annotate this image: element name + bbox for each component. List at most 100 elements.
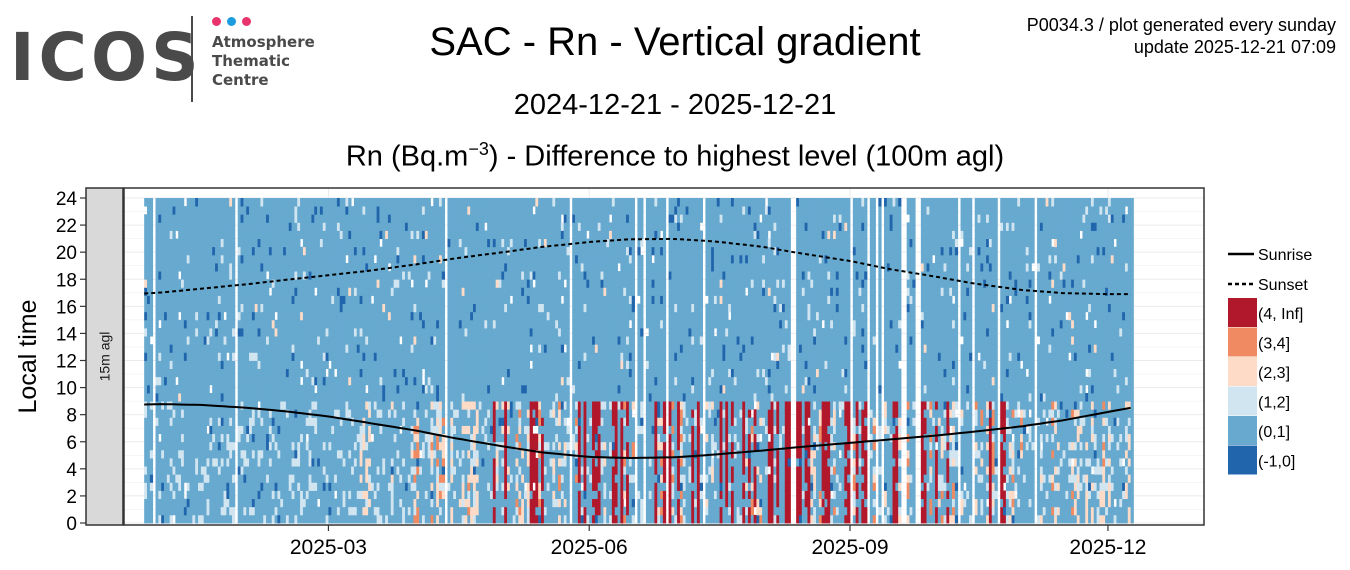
heatmap-cell <box>220 506 224 516</box>
heatmap-cell <box>257 368 261 378</box>
heatmap-cell <box>379 271 383 280</box>
heatmap-cell <box>402 214 406 223</box>
heatmap-cell <box>178 425 182 435</box>
heatmap-cell <box>317 425 321 435</box>
heatmap-cell <box>283 466 287 475</box>
heatmap-cell <box>433 368 437 378</box>
heatmap-cell <box>348 393 352 402</box>
heatmap-cell <box>206 230 210 240</box>
heatmap-cell <box>263 425 267 435</box>
heatmap-cell <box>217 246 222 256</box>
heatmap-cell <box>243 384 247 394</box>
heatmap-cell <box>331 303 335 313</box>
heatmap-cell <box>467 466 471 475</box>
heatmap-cell <box>178 328 182 337</box>
heatmap-cell <box>376 425 380 435</box>
heatmap-cell <box>328 206 332 215</box>
heatmap-cell <box>147 263 151 272</box>
heatmap-cell <box>492 458 497 467</box>
heatmap-cell <box>470 319 474 329</box>
heatmap-cell <box>387 352 392 361</box>
heatmap-cell <box>209 352 213 361</box>
heatmap-cell <box>200 474 205 483</box>
heatmap-cell <box>164 506 168 516</box>
heatmap-cell <box>453 393 457 402</box>
heatmap-cell <box>178 360 182 370</box>
heatmap-cell <box>254 246 258 256</box>
heatmap-cell <box>311 433 315 443</box>
heatmap-cell <box>266 368 270 378</box>
heatmap-cell <box>353 514 358 524</box>
heatmap-cell <box>229 401 233 410</box>
heatmap-cell <box>164 384 168 394</box>
heatmap-cell <box>266 328 270 337</box>
heatmap-cell <box>251 506 256 516</box>
heatmap-cell <box>436 311 440 321</box>
heatmap-cell <box>169 409 173 418</box>
heatmap-cell <box>229 384 233 394</box>
heatmap-cell <box>195 336 199 345</box>
heatmap-cell <box>376 482 380 491</box>
heatmap-cell <box>144 368 148 378</box>
heatmap-cell <box>450 198 454 207</box>
heatmap-cell <box>254 384 258 394</box>
heatmap-cell <box>144 360 148 370</box>
heatmap-cell <box>232 230 236 240</box>
heatmap-cell <box>407 319 412 329</box>
heatmap-cell <box>274 433 278 443</box>
heatmap-cell <box>175 287 179 296</box>
heatmap-cell <box>249 271 253 280</box>
heatmap-cell <box>464 482 468 491</box>
heatmap-cell <box>379 254 383 264</box>
heatmap-cell <box>175 449 179 459</box>
heatmap-cell <box>192 368 196 378</box>
heatmap-cell <box>161 319 165 329</box>
heatmap-cell <box>283 458 287 467</box>
heatmap-cell <box>484 409 488 418</box>
heatmap-cell <box>229 490 233 500</box>
heatmap-cell <box>470 336 474 345</box>
heatmap-cell <box>164 214 168 223</box>
heatmap-cell <box>339 393 343 402</box>
heatmap-cell <box>260 458 264 467</box>
heatmap-cell <box>206 409 210 418</box>
heatmap-cell <box>438 449 443 459</box>
heatmap-cell <box>441 425 446 435</box>
heatmap-cell <box>263 238 267 248</box>
heatmap-cell <box>277 198 281 207</box>
heatmap-cell <box>291 287 295 296</box>
heatmap-cell <box>166 295 171 305</box>
heatmap-cell <box>421 222 426 231</box>
heatmap-cell <box>195 466 199 475</box>
heatmap-cell <box>382 433 386 443</box>
heatmap-cell <box>240 287 244 296</box>
heatmap-cell <box>472 279 477 288</box>
heatmap-cell <box>169 198 173 207</box>
heatmap-cell <box>195 417 199 426</box>
heatmap-cell <box>441 409 446 418</box>
heatmap-cell <box>311 506 315 516</box>
heatmap-cell <box>172 368 176 378</box>
heatmap-cell <box>382 271 386 280</box>
heatmap-cell <box>209 303 213 313</box>
heatmap-cell <box>240 230 244 240</box>
heatmap-cell <box>325 352 329 361</box>
heatmap-cell <box>271 514 275 524</box>
heatmap-cell <box>266 441 270 451</box>
heatmap-cell <box>368 409 372 418</box>
heatmap-cell <box>421 336 426 345</box>
heatmap-cell <box>198 376 202 386</box>
heatmap-cell <box>447 490 451 500</box>
heatmap-cell <box>317 214 321 223</box>
heatmap-cell <box>302 368 307 378</box>
heatmap-cell <box>195 238 199 248</box>
heatmap-cell <box>192 466 196 475</box>
heatmap-cell <box>149 222 154 231</box>
heatmap-cell <box>308 482 312 491</box>
heatmap-cell <box>161 198 165 207</box>
heatmap-cell <box>302 319 307 329</box>
heatmap-cell <box>232 311 236 321</box>
heatmap-cell <box>172 328 176 337</box>
heatmap-cell <box>232 514 236 524</box>
heatmap-cell <box>189 295 193 305</box>
